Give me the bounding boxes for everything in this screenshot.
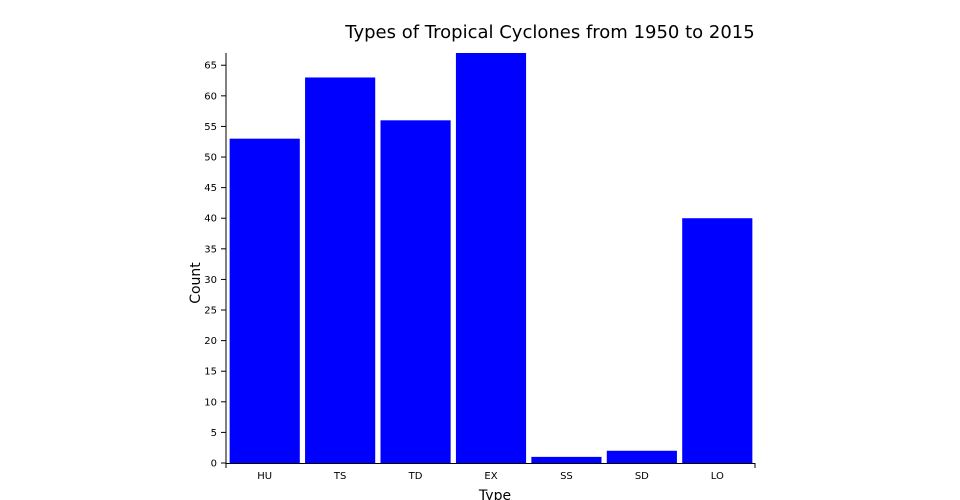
- bar-td: [380, 120, 451, 464]
- bar-ex: [455, 53, 527, 463]
- x-tick-label: EX: [484, 471, 497, 482]
- bar-lo: [682, 218, 753, 463]
- x-tick-label: HU: [257, 471, 272, 482]
- y-tick-label: 20: [204, 336, 217, 347]
- x-tick-label: SS: [560, 471, 573, 482]
- y-tick-label: 50: [204, 153, 217, 164]
- y-tick-label: 5: [211, 428, 217, 439]
- y-axis-title: Count: [188, 262, 204, 304]
- y-tick-label: 10: [204, 397, 217, 408]
- y-tick-label: 25: [204, 306, 217, 317]
- x-tick-label: TS: [333, 471, 346, 482]
- bars: [229, 53, 753, 464]
- x-ticks: HU TS TD EX SS SD LO: [225, 463, 756, 482]
- chart-title: Types of Tropical Cyclones from 1950 to …: [344, 22, 754, 43]
- bar-hu: [229, 138, 300, 464]
- bar-sd: [606, 450, 677, 463]
- y-ticks: 0 5 10 15 20 25 30 35 40 45 50 55 60 65: [204, 61, 226, 470]
- x-axis-title: Type: [478, 488, 511, 500]
- x-tick-label: SD: [635, 471, 649, 482]
- y-tick-label: 60: [204, 91, 217, 102]
- x-tick-label: TD: [408, 471, 423, 482]
- bar-ts: [305, 77, 376, 464]
- y-tick-label: 55: [204, 122, 217, 133]
- y-tick-label: 45: [204, 183, 217, 194]
- y-tick-label: 30: [204, 275, 217, 286]
- x-tick-label: LO: [711, 471, 724, 482]
- bar-ss: [531, 456, 602, 463]
- y-tick-label: 65: [204, 61, 217, 72]
- y-tick-label: 35: [204, 244, 217, 255]
- y-tick-label: 40: [204, 214, 217, 225]
- y-tick-label: 15: [204, 367, 217, 378]
- y-tick-label: 0: [211, 459, 217, 470]
